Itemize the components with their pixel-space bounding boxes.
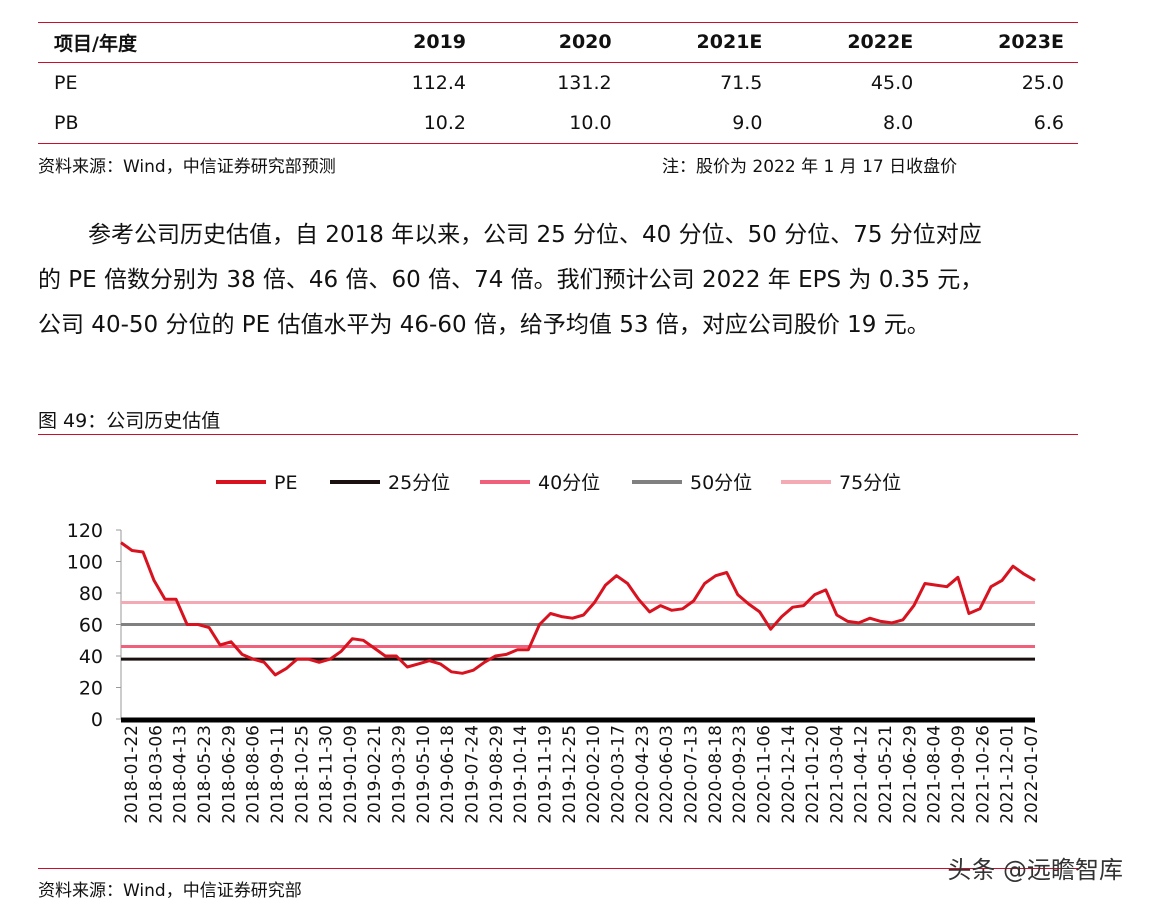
y-tick-label: 20 bbox=[79, 678, 103, 700]
table-top-rule bbox=[38, 22, 1078, 23]
watermark: 头条 @远瞻智库 bbox=[947, 856, 1123, 884]
table-cell: PE bbox=[54, 72, 78, 94]
table-cell: 10.0 bbox=[569, 112, 612, 134]
x-tick-label: 2021-01-20 bbox=[803, 725, 823, 824]
x-tick-label: 2019-05-10 bbox=[414, 725, 434, 824]
x-tick-label: 2019-10-14 bbox=[511, 725, 531, 824]
x-tick-label: 2020-04-23 bbox=[633, 725, 653, 824]
x-tick-label: 2021-12-01 bbox=[998, 725, 1018, 824]
x-tick-label: 2019-07-24 bbox=[463, 725, 483, 824]
table-cell: 10.2 bbox=[423, 112, 467, 134]
table-cell: 131.2 bbox=[557, 72, 612, 94]
x-tick-label: 2019-12-25 bbox=[560, 725, 580, 824]
y-tick-label: 100 bbox=[67, 552, 103, 574]
x-tick-label: 2018-10-25 bbox=[292, 725, 312, 824]
x-tick-label: 2020-12-14 bbox=[779, 725, 799, 824]
table-header-cell: 2023E bbox=[998, 31, 1064, 53]
pe-series-line bbox=[120, 541, 1036, 677]
table-cell: 8.0 bbox=[882, 112, 914, 134]
x-tick-label: 2020-03-17 bbox=[608, 725, 628, 824]
paragraph-line: 公司 40-50 分位的 PE 估值水平为 46-60 倍，给予均值 53 倍，… bbox=[38, 312, 930, 338]
x-tick-label: 2018-08-06 bbox=[244, 725, 264, 824]
x-tick-label: 2019-03-29 bbox=[390, 725, 410, 824]
x-tick-label: 2020-07-13 bbox=[681, 725, 701, 824]
x-tick-label: 2020-09-23 bbox=[730, 725, 750, 824]
x-tick-label: 2018-03-06 bbox=[146, 725, 166, 824]
table-row: PB 10.2 10.0 9.0 8.0 6.6 bbox=[38, 103, 1078, 143]
x-tick-label: 2018-09-11 bbox=[268, 725, 288, 824]
table-cell: 6.6 bbox=[1033, 112, 1064, 134]
table-bottom-rule bbox=[38, 143, 1078, 144]
legend-label: 40分位 bbox=[538, 472, 600, 494]
y-tick-label: 0 bbox=[91, 709, 103, 731]
x-tick-label: 2018-06-29 bbox=[219, 725, 239, 824]
x-tick-label: 2019-06-18 bbox=[438, 725, 458, 824]
body-paragraph: 参考公司历史估值，自 2018 年以来，公司 25 分位、40 分位、50 分位… bbox=[38, 213, 1083, 348]
x-tick-label: 2019-02-21 bbox=[365, 725, 385, 824]
table-row: PE 112.4 131.2 71.5 45.0 25.0 bbox=[38, 62, 1078, 104]
x-tick-label: 2020-11-06 bbox=[754, 725, 774, 824]
table-cell: 71.5 bbox=[720, 72, 763, 94]
table-header-cell: 2020 bbox=[558, 31, 612, 53]
x-tick-label: 2021-10-26 bbox=[973, 725, 993, 824]
table-cell: PB bbox=[54, 112, 79, 134]
table-cell: 45.0 bbox=[870, 72, 914, 94]
y-tick-label: 40 bbox=[79, 646, 103, 668]
legend-label: 50分位 bbox=[690, 472, 752, 494]
x-tick-label: 2019-11-19 bbox=[536, 725, 556, 824]
table-cell: 25.0 bbox=[1021, 72, 1064, 94]
x-tick-label: 2021-08-04 bbox=[925, 725, 945, 824]
y-tick-label: 60 bbox=[79, 615, 103, 637]
paragraph-line: 的 PE 倍数分别为 38 倍、46 倍、60 倍、74 倍。我们预计公司 20… bbox=[38, 267, 984, 293]
paragraph-line: 参考公司历史估值，自 2018 年以来，公司 25 分位、40 分位、50 分位… bbox=[88, 222, 982, 248]
x-tick-label: 2018-05-23 bbox=[195, 725, 215, 824]
x-tick-label: 2020-06-03 bbox=[657, 725, 677, 824]
table-header-cell: 2022E bbox=[847, 31, 914, 53]
figure-title: 图 49：公司历史估值 bbox=[38, 410, 221, 432]
table-source: 资料来源：Wind，中信证券研究部预测 bbox=[38, 157, 336, 177]
table-cell: 112.4 bbox=[411, 72, 467, 94]
x-tick-label: 2018-11-30 bbox=[317, 725, 337, 824]
x-tick-label: 2020-08-18 bbox=[706, 725, 726, 824]
table-header-cell: 2021E bbox=[696, 31, 763, 53]
valuation-table: 项目/年度 2019 2020 2021E 2022E 2023E PE 112… bbox=[38, 22, 1078, 143]
x-tick-label: 2022-01-07 bbox=[1022, 725, 1042, 824]
legend-label: PE bbox=[274, 472, 297, 494]
x-tick-label: 2018-04-13 bbox=[171, 725, 191, 824]
legend-label: 75分位 bbox=[839, 472, 901, 494]
y-tick-label: 80 bbox=[79, 583, 103, 605]
table-header-cell: 2019 bbox=[413, 31, 467, 53]
y-tick-label: 120 bbox=[67, 520, 103, 542]
x-tick-label: 2021-09-09 bbox=[949, 725, 969, 824]
table-header-cell: 项目/年度 bbox=[54, 32, 137, 55]
figure-source: 资料来源：Wind，中信证券研究部 bbox=[38, 881, 302, 901]
table-note: 注：股价为 2022 年 1 月 17 日收盘价 bbox=[662, 157, 958, 177]
x-tick-label: 2018-01-22 bbox=[122, 725, 142, 824]
x-tick-label: 2021-03-04 bbox=[827, 725, 847, 824]
x-tick-label: 2020-02-10 bbox=[584, 725, 604, 824]
table-header-row: 项目/年度 2019 2020 2021E 2022E 2023E bbox=[38, 22, 1078, 63]
table-cell: 9.0 bbox=[732, 112, 763, 134]
figure-top-rule bbox=[38, 434, 1078, 435]
x-tick-label: 2021-06-29 bbox=[900, 725, 920, 824]
x-tick-label: 2021-05-21 bbox=[876, 725, 896, 824]
x-tick-label: 2021-04-12 bbox=[852, 725, 872, 824]
figure-bottom-rule bbox=[38, 868, 1078, 869]
x-tick-label: 2019-01-09 bbox=[341, 725, 361, 824]
legend-label: 25分位 bbox=[388, 472, 450, 494]
x-tick-label: 2019-08-29 bbox=[487, 725, 507, 824]
